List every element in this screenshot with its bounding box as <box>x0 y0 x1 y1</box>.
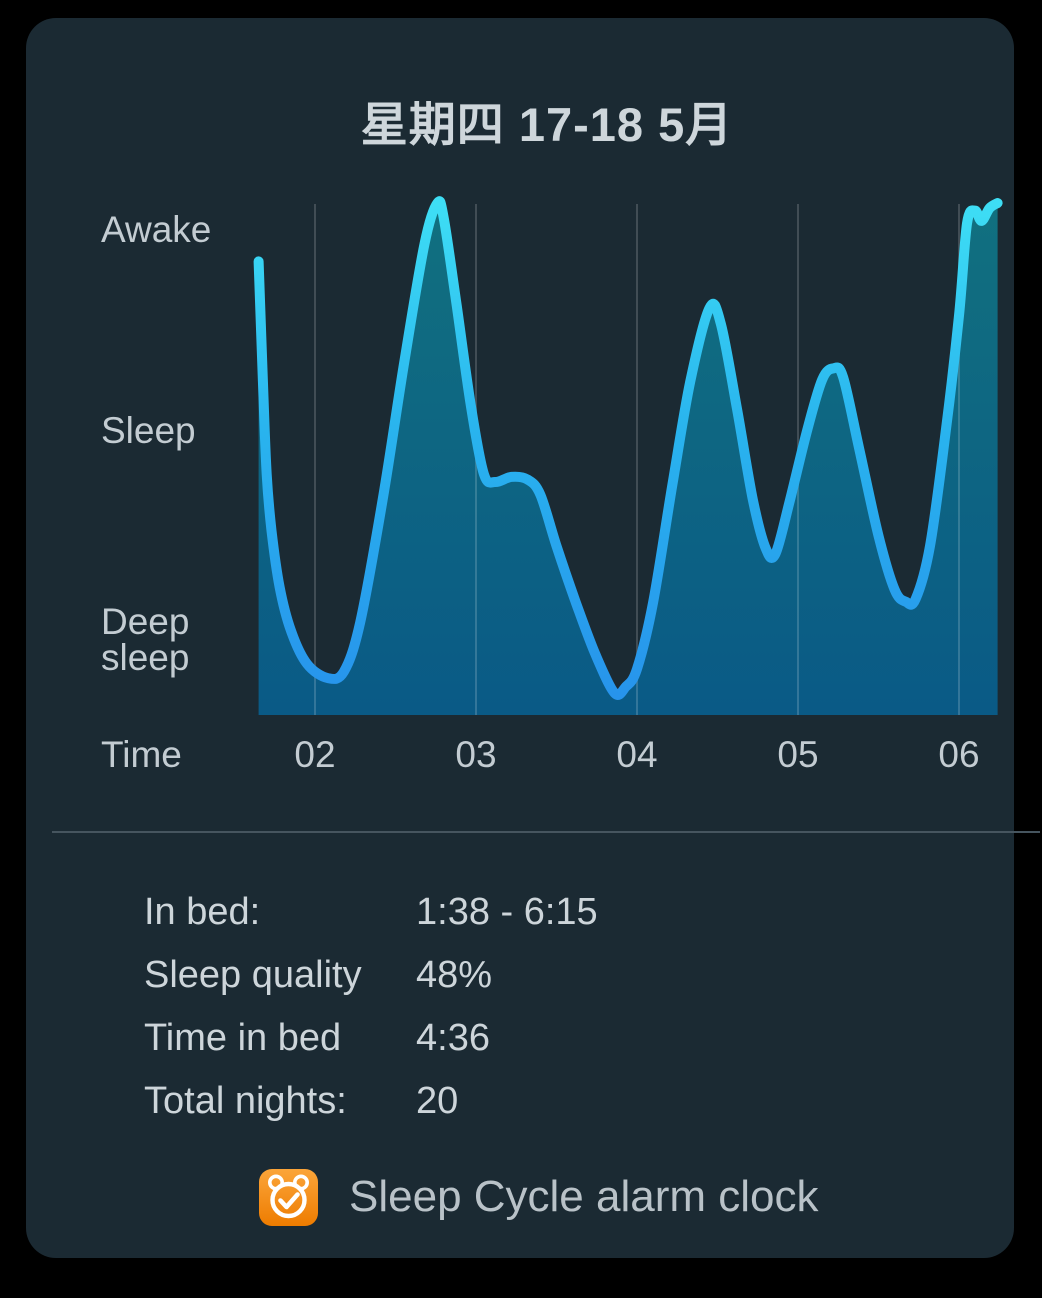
page-title: 星期四 17-18 5月 <box>360 98 734 151</box>
x-tick-label: 05 <box>777 734 819 775</box>
stat-row: Total nights: 20 <box>144 1070 598 1133</box>
stat-row: In bed: 1:38 - 6:15 <box>144 881 598 944</box>
section-divider <box>52 831 1040 833</box>
sleep-area-fill <box>258 201 998 715</box>
x-axis-title: Time <box>101 734 182 775</box>
y-axis-label-awake: Awake <box>101 209 212 250</box>
x-tick-label: 03 <box>455 734 497 775</box>
app-screen: 星期四 17-18 5月 Awake Sleep Deep sleep Time… <box>26 18 1040 1258</box>
sleep-line <box>253 196 1003 700</box>
app-footer: Sleep Cycle alarm clock <box>259 1166 819 1228</box>
stat-label: Sleep quality <box>144 954 362 996</box>
stat-value: 48% <box>416 954 493 996</box>
stat-label: Time in bed <box>144 1017 342 1059</box>
stat-row: Sleep quality 48% <box>144 944 598 1007</box>
y-axis-label-sleep: Sleep <box>101 410 196 451</box>
x-tick-label: 02 <box>294 734 336 775</box>
sleep-graph <box>253 196 1003 715</box>
stat-row: Time in bed 4:36 <box>144 1007 598 1070</box>
alarm-clock-icon <box>259 1168 318 1226</box>
stat-value: 20 <box>416 1080 459 1122</box>
stat-value: 1:38 - 6:15 <box>416 891 598 933</box>
stats-table: In bed: 1:38 - 6:15 Sleep quality 48% Time i… <box>144 881 598 1133</box>
stat-value: 4:36 <box>416 1017 490 1059</box>
x-tick-label: 06 <box>938 734 980 775</box>
app-name: Sleep Cycle alarm clock <box>349 1172 819 1221</box>
y-axis-label-deep-sleep: Deep sleep <box>101 601 190 678</box>
stat-label: Total nights: <box>144 1080 347 1122</box>
x-tick-label: 04 <box>616 734 658 775</box>
stat-label: In bed: <box>144 891 261 933</box>
